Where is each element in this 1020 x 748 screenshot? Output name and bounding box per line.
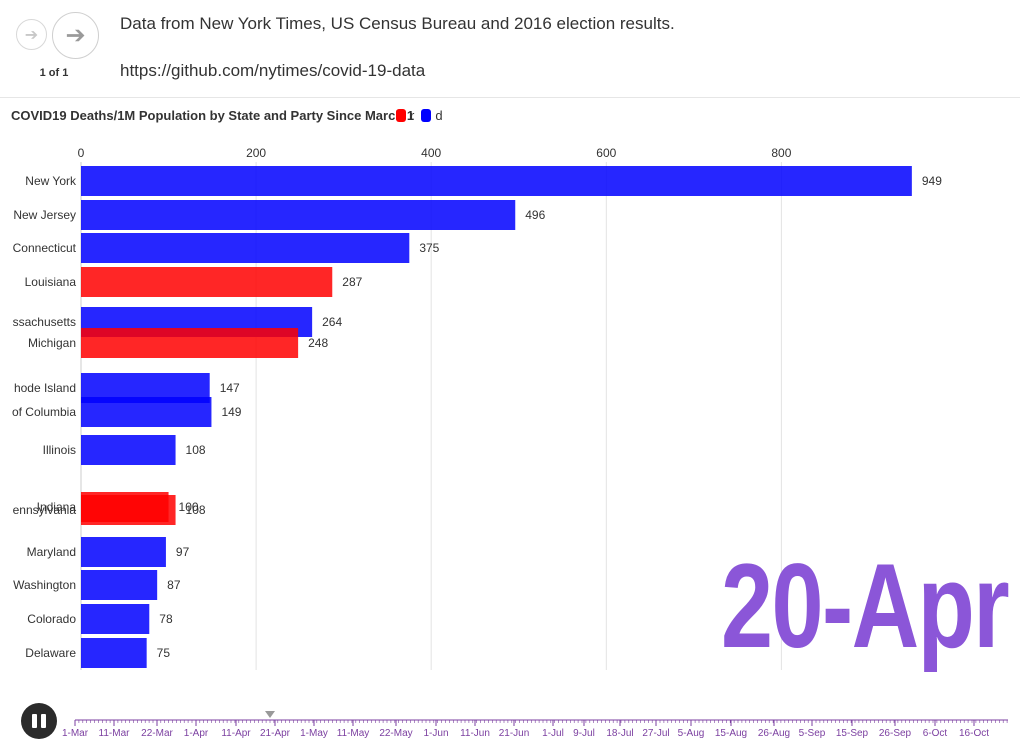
pause-button[interactable]	[21, 703, 57, 739]
category-label: Indiana	[37, 500, 77, 514]
category-label: New York	[25, 174, 77, 188]
timeline-label[interactable]: 11-Jun	[460, 728, 490, 739]
legend-item-r[interactable]: r	[396, 108, 414, 123]
value-label: 108	[186, 503, 206, 517]
timeline-label[interactable]: 1-Jul	[542, 728, 564, 739]
timeline-label[interactable]: 1-Mar	[62, 728, 89, 739]
category-label: New Jersey	[13, 208, 76, 222]
timeline-label[interactable]: 11-Apr	[221, 728, 251, 739]
value-label: 75	[157, 646, 171, 660]
pause-icon	[32, 714, 46, 728]
bar-maryland[interactable]	[81, 537, 166, 567]
value-label: 248	[308, 336, 328, 350]
timeline-label[interactable]: 15-Sep	[836, 728, 869, 739]
timeline-label[interactable]: 26-Aug	[758, 728, 790, 739]
timeline-label[interactable]: 16-Oct	[959, 728, 989, 739]
timeline-slider[interactable]: 1-Mar 11-Mar 22-Mar 1-Apr 11-Apr 21-Apr 1-May 1…	[0, 705, 1020, 748]
timeline-label[interactable]: 21-Apr	[260, 728, 291, 739]
bar-washington[interactable]	[81, 570, 158, 600]
bar-colorado[interactable]	[81, 604, 150, 634]
legend-swatch-d	[421, 109, 432, 122]
category-label: Michigan	[28, 336, 76, 350]
chart-title: COVID19 Deaths/1M Population by State an…	[11, 108, 415, 123]
timeline-label[interactable]: 11-May	[337, 728, 370, 739]
timeline-label[interactable]: 5-Aug	[678, 728, 705, 739]
x-tick-label: 800	[771, 146, 791, 160]
legend-item-d[interactable]: d	[421, 108, 443, 123]
timeline-label[interactable]: 11-Mar	[99, 728, 131, 739]
x-tick-label: 600	[596, 146, 616, 160]
value-label: 264	[322, 315, 342, 329]
bar-delaware[interactable]	[81, 638, 147, 668]
x-tick-label: 200	[246, 146, 266, 160]
category-label: Delaware	[25, 646, 76, 660]
timeline-label[interactable]: 22-Mar	[141, 728, 173, 739]
source-url[interactable]: https://github.com/nytimes/covid-19-data	[120, 61, 426, 80]
bar-louisiana[interactable]	[81, 267, 333, 297]
value-label: 496	[525, 208, 545, 222]
timeline-label[interactable]: 1-Apr	[184, 728, 209, 739]
legend: r d	[396, 108, 450, 123]
bar-connecticut[interactable]	[81, 233, 410, 263]
value-label: 87	[167, 578, 181, 592]
bar-chart: 0 200 400 600 800 New York 949 New Jersey 496 Con…	[12, 146, 942, 670]
timeline-label[interactable]: 18-Jul	[606, 728, 633, 739]
value-label: 949	[922, 174, 942, 188]
category-label: Illinois	[43, 443, 76, 457]
timeline-handle[interactable]	[265, 711, 275, 718]
category-label: Connecticut	[13, 241, 77, 255]
value-label: 287	[342, 275, 362, 289]
value-label: 147	[220, 381, 240, 395]
timeline-label[interactable]: 6-Oct	[923, 728, 948, 739]
timeline-label[interactable]: 1-May	[300, 728, 328, 739]
legend-label-r: r	[410, 108, 415, 123]
value-label: 78	[159, 612, 173, 626]
category-label: of Columbia	[12, 405, 76, 419]
bar-michigan[interactable]	[81, 328, 299, 358]
bar-district-of-columbia[interactable]	[81, 397, 212, 427]
bar-new-york[interactable]	[81, 166, 912, 196]
value-label: 108	[186, 443, 206, 457]
category-label: hode Island	[14, 381, 76, 395]
bar-pennsylvania[interactable]	[81, 495, 176, 525]
category-label: Washington	[13, 578, 76, 592]
timeline-label[interactable]: 1-Jun	[423, 728, 448, 739]
legend-label-d: d	[435, 108, 443, 123]
value-label: 149	[221, 405, 241, 419]
timeline-label[interactable]: 26-Sep	[879, 728, 912, 739]
x-tick-label: 400	[421, 146, 441, 160]
timeline-label[interactable]: 5-Sep	[799, 728, 826, 739]
header: ➔ ➔ 1 of 1 Data from New York Times, US …	[0, 0, 1020, 98]
bar-illinois[interactable]	[81, 435, 176, 465]
timeline-label[interactable]: 15-Aug	[715, 728, 747, 739]
timeline-label[interactable]: 9-Jul	[573, 728, 595, 739]
source-text: Data from New York Times, US Census Bure…	[120, 14, 675, 33]
legend-swatch-r	[396, 109, 406, 122]
category-label: Maryland	[27, 545, 76, 559]
category-label: ennsylvania	[13, 503, 77, 517]
category-label: ssachusetts	[13, 315, 76, 329]
timeline-label[interactable]: 27-Jul	[642, 728, 669, 739]
arrow-left-icon[interactable]: ➔	[16, 19, 47, 50]
page-indicator: 1 of 1	[39, 67, 69, 79]
category-label: Colorado	[27, 612, 76, 626]
timeline-label[interactable]: 21-Jun	[499, 728, 530, 739]
timeline-label[interactable]: 22-May	[379, 728, 412, 739]
current-date-label: 20-Apr	[720, 539, 1010, 673]
category-label: Louisiana	[25, 275, 77, 289]
bar-new-jersey[interactable]	[81, 200, 516, 230]
value-label: 100	[179, 500, 199, 514]
value-label: 97	[176, 545, 190, 559]
arrow-right-icon[interactable]: ➔	[52, 12, 99, 59]
x-tick-label: 0	[78, 146, 85, 160]
value-label: 375	[419, 241, 439, 255]
